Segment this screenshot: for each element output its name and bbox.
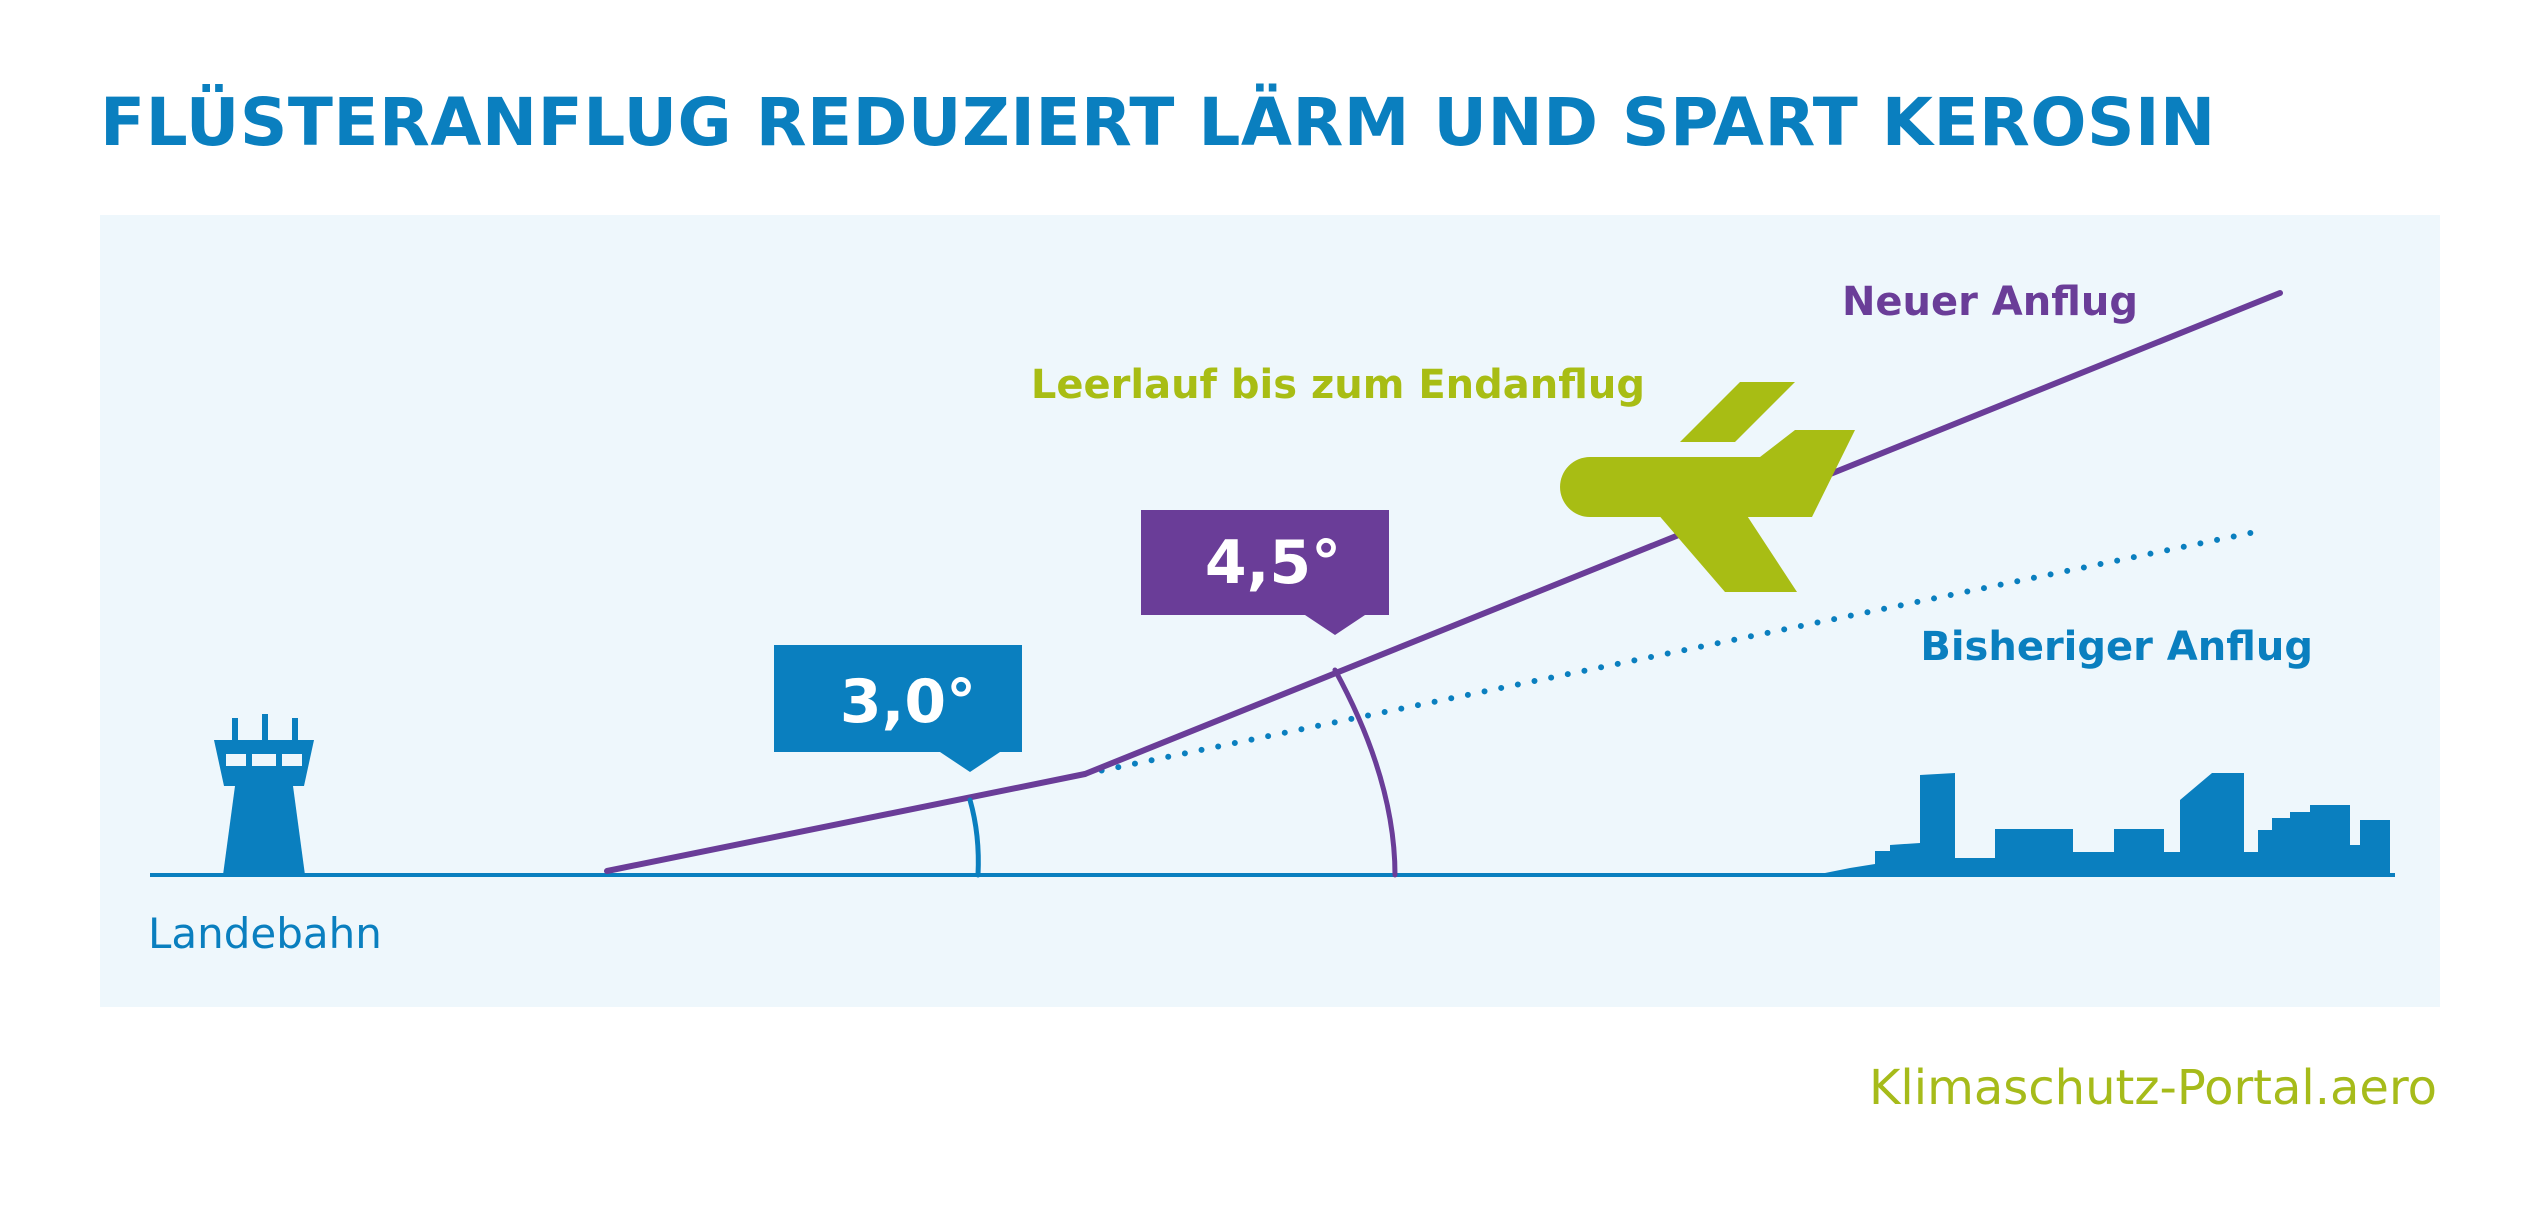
source-credit: Klimaschutz-Portal.aero [1868, 1060, 2437, 1116]
angle-arc-new [1332, 667, 1398, 878]
old-approach-label: Bisheriger Anflug [1920, 624, 2313, 670]
airplane-icon [1560, 382, 1855, 592]
city-skyline-icon [1815, 773, 2390, 875]
angle-box-old [774, 645, 1022, 772]
angle-label-old: 3,0° [840, 667, 976, 737]
control-tower-icon [214, 714, 314, 875]
new-approach-label: Neuer Anflug [1842, 279, 2138, 325]
new-approach-line [604, 290, 2283, 874]
angle-arc-old [967, 797, 981, 878]
old-approach-line [1082, 527, 2268, 777]
angle-label-new: 4,5° [1205, 528, 1341, 598]
runway-label: Landebahn [148, 909, 382, 958]
angle-box-new [1141, 510, 1389, 635]
idle-label: Leerlauf bis zum Endanflug [1031, 362, 1645, 408]
page-title: FLÜSTERANFLUG REDUZIERT LÄRM UND SPART K… [100, 84, 2216, 161]
